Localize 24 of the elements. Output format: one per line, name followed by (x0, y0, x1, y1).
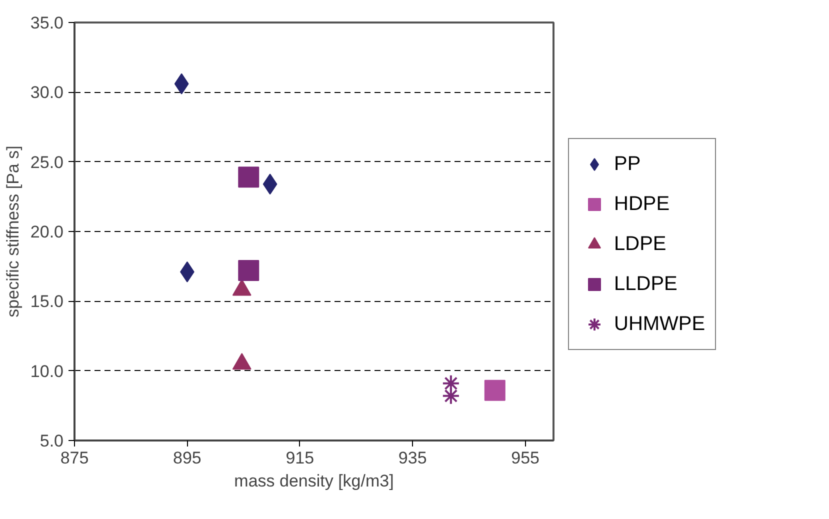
legend-label: PP (614, 152, 641, 176)
legend-label: HDPE (614, 192, 670, 216)
legend-label: LLDPE (614, 272, 678, 296)
y-tick-label: 25.0 (30, 152, 64, 172)
point (238, 166, 260, 188)
x-tick-label: 935 (398, 448, 427, 468)
y-tick-label: 5.0 (40, 432, 64, 450)
x-axis-title: mass density [kg/m3] (234, 472, 394, 490)
y-tick-label: 10.0 (30, 362, 64, 381)
point (442, 374, 460, 392)
x-tick-label: 915 (286, 448, 314, 468)
x-tick-label: 955 (511, 448, 540, 468)
y-axis-title: specific stiffness [Pa s] (3, 146, 22, 318)
point (484, 380, 506, 401)
point (238, 260, 260, 282)
legend-label: LDPE (614, 232, 666, 256)
legend-label: UHMWPE (614, 312, 706, 336)
y-tick-label: 30.0 (30, 83, 64, 102)
y-tick-label: 35.0 (30, 14, 64, 32)
x-tick-label: 875 (60, 448, 89, 468)
point (442, 386, 460, 405)
y-tick-label: 15.0 (30, 292, 64, 312)
y-tick-label: 20.0 (30, 222, 64, 242)
x-tick-label: 895 (173, 448, 202, 468)
